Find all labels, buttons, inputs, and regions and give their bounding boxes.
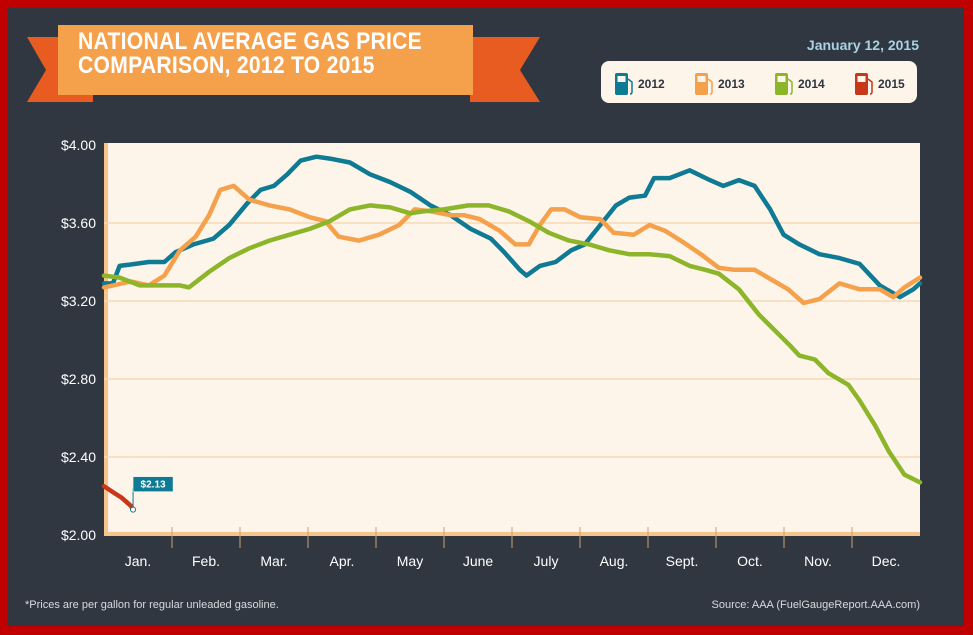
- plot-area: [104, 143, 920, 535]
- legend-label-2013: 2013: [718, 77, 745, 91]
- gas-pump-icon: [695, 73, 713, 95]
- legend-item-2014: 2014: [773, 71, 825, 97]
- footnote: *Prices are per gallon for regular unlea…: [25, 599, 279, 611]
- annotation-flag: [132, 476, 174, 492]
- gas-pump-icon: [775, 73, 793, 95]
- x-tick-label: Feb.: [192, 553, 220, 569]
- plot-left-border: [104, 143, 108, 535]
- report-date: January 12, 2015: [806, 37, 919, 53]
- legend-item-2015: 2015: [853, 71, 905, 97]
- series-line-2012: [101, 154, 923, 300]
- legend-item-2012: 2012: [613, 71, 665, 97]
- x-tick-label: Sept.: [666, 553, 699, 569]
- y-tick-label: $2.00: [61, 527, 96, 543]
- y-tick-label: $2.40: [61, 449, 96, 465]
- y-tick-label: $4.00: [61, 137, 96, 153]
- x-tick-label: Dec.: [872, 553, 901, 569]
- x-tick-label: Jan.: [125, 553, 151, 569]
- x-tick-label: Mar.: [260, 553, 287, 569]
- y-tick-label: $3.20: [61, 293, 96, 309]
- y-tick-label: $3.60: [61, 215, 96, 231]
- legend-item-2013: 2013: [693, 71, 745, 97]
- x-tick-label: May: [397, 553, 423, 569]
- x-tick-label: Apr.: [330, 553, 355, 569]
- legend-label-2014: 2014: [798, 77, 825, 91]
- legend-label-2015: 2015: [878, 77, 905, 91]
- banner-tail-right: [470, 37, 540, 102]
- annotation-label: $2.13: [141, 480, 166, 491]
- x-tick-label: June: [463, 553, 494, 569]
- x-tick-label: July: [534, 553, 559, 569]
- annotation-point: [130, 506, 137, 513]
- gas-pump-icon: [615, 73, 633, 95]
- banner-body: [58, 25, 473, 95]
- title-banner: [27, 25, 540, 102]
- series-line-2014: [101, 203, 923, 485]
- series-line-2013: [101, 183, 923, 306]
- y-tick-label: $2.80: [61, 371, 96, 387]
- chart-title-line2: COMPARISON, 2012 TO 2015: [78, 52, 375, 79]
- legend: 2012 2013 2014 2015: [601, 61, 917, 103]
- chart-title-line1: NATIONAL AVERAGE GAS PRICE: [78, 28, 423, 55]
- legend-label-2012: 2012: [638, 77, 665, 91]
- x-tick-label: Nov.: [804, 553, 832, 569]
- gas-pump-icon: [855, 73, 873, 95]
- source-credit: Source: AAA (FuelGaugeReport.AAA.com): [711, 599, 921, 611]
- x-tick-label: Aug.: [600, 553, 629, 569]
- chart-title: NATIONAL AVERAGE GAS PRICE COMPARISON, 2…: [78, 30, 422, 78]
- x-tick-label: Oct.: [737, 553, 763, 569]
